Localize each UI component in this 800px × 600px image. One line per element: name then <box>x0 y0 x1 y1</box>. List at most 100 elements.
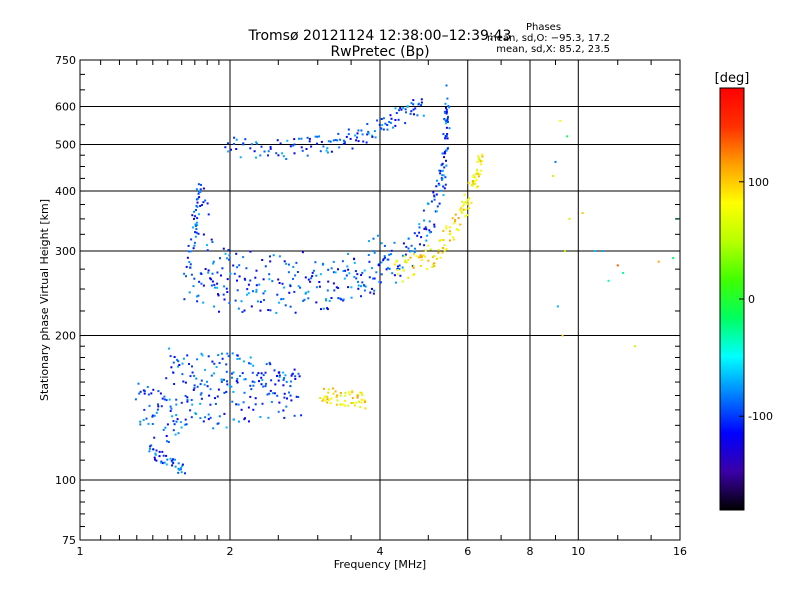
scatter-point <box>437 248 440 251</box>
scatter-point <box>445 112 448 115</box>
scatter-point <box>189 409 192 412</box>
scatter-point <box>433 198 436 201</box>
scatter-point <box>432 256 435 259</box>
scatter-point <box>386 128 389 131</box>
scatter-point <box>299 286 302 289</box>
scatter-point <box>264 265 267 268</box>
scatter-point <box>186 256 189 259</box>
scatter-point <box>284 304 287 307</box>
scatter-point <box>267 154 269 157</box>
scatter-point <box>194 223 197 226</box>
scatter-point <box>262 292 265 295</box>
scatter-point <box>445 120 448 123</box>
scatter-point <box>293 368 296 371</box>
scatter-point <box>310 277 313 280</box>
scatter-point <box>286 397 288 400</box>
scatter-point <box>173 383 176 385</box>
scatter-point <box>202 301 205 304</box>
scatter-point <box>170 407 173 410</box>
scatter-point <box>165 435 168 437</box>
scatter-point <box>361 133 364 136</box>
scatter-point <box>329 402 332 405</box>
stats-line-x: mean, sd,X: 85.2, 23.5 <box>496 44 610 55</box>
scatter-point <box>225 370 228 373</box>
scatter-point <box>191 214 194 217</box>
scatter-point <box>438 169 441 172</box>
scatter-point <box>330 150 333 153</box>
scatter-point <box>435 193 438 196</box>
scatter-point <box>278 375 281 378</box>
scatter-point <box>196 358 199 361</box>
colorbar-tick-label: 0 <box>748 293 755 306</box>
scatter-point <box>378 280 381 283</box>
scatter-point <box>347 286 350 289</box>
scatter-point <box>294 375 297 378</box>
scatter-point <box>420 255 423 258</box>
scatter-point <box>223 285 226 288</box>
scatter-point <box>295 261 298 264</box>
scatter-point <box>339 392 342 394</box>
scatter-point <box>357 280 359 283</box>
scatter-point <box>283 286 286 289</box>
scatter-point <box>410 250 412 252</box>
scatter-point <box>240 408 243 411</box>
scatter-point <box>260 372 263 375</box>
scatter-point <box>292 265 295 268</box>
scatter-point <box>305 291 308 294</box>
scatter-point <box>410 110 413 113</box>
scatter-point <box>593 250 596 253</box>
scatter-point <box>142 419 145 421</box>
scatter-point <box>350 286 353 289</box>
scatter-point <box>259 300 262 303</box>
scatter-point <box>444 176 447 179</box>
scatter-point <box>206 244 208 247</box>
scatter-point <box>261 259 264 261</box>
scatter-point <box>476 168 479 171</box>
scatter-point <box>221 357 224 360</box>
scatter-point <box>147 393 150 396</box>
scatter-point <box>332 139 335 142</box>
scatter-point <box>464 215 467 218</box>
scatter-point <box>249 395 252 398</box>
x-tick-label: 2 <box>227 545 234 558</box>
scatter-point <box>180 426 183 429</box>
scatter-point <box>254 397 257 400</box>
scatter-point <box>211 280 214 283</box>
scatter-point <box>259 309 262 312</box>
scatter-point <box>217 388 220 391</box>
scatter-point <box>202 201 205 204</box>
scatter-point <box>364 401 366 403</box>
scatter-point <box>159 392 162 395</box>
scatter-point <box>155 449 158 452</box>
scatter-point <box>442 194 445 197</box>
scatter-point <box>401 254 404 257</box>
scatter-point <box>410 102 413 105</box>
scatter-point <box>236 381 239 384</box>
scatter-point <box>298 137 300 140</box>
scatter-point <box>195 209 197 211</box>
scatter-point <box>304 276 307 279</box>
scatter-point <box>171 460 174 463</box>
scatter-point <box>396 259 398 262</box>
scatter-point <box>339 138 342 141</box>
scatter-point <box>336 399 339 402</box>
scatter-point <box>361 271 364 274</box>
scatter-point <box>194 231 197 234</box>
scatter-point <box>322 398 325 401</box>
scatter-point <box>455 228 458 231</box>
scatter-point <box>442 239 445 241</box>
scatter-point <box>265 382 267 385</box>
scatter-point <box>441 178 444 181</box>
scatter-point <box>177 467 180 470</box>
scatter-point <box>357 287 360 290</box>
scatter-point <box>466 214 469 217</box>
scatter-point <box>177 471 180 474</box>
scatter-point <box>454 213 457 216</box>
scatter-point <box>243 391 246 394</box>
scatter-point <box>222 247 225 250</box>
scatter-point <box>281 152 284 155</box>
scatter-point <box>326 308 329 311</box>
scatter-point <box>225 426 228 429</box>
scatter-point <box>228 258 230 261</box>
scatter-point <box>396 273 399 276</box>
